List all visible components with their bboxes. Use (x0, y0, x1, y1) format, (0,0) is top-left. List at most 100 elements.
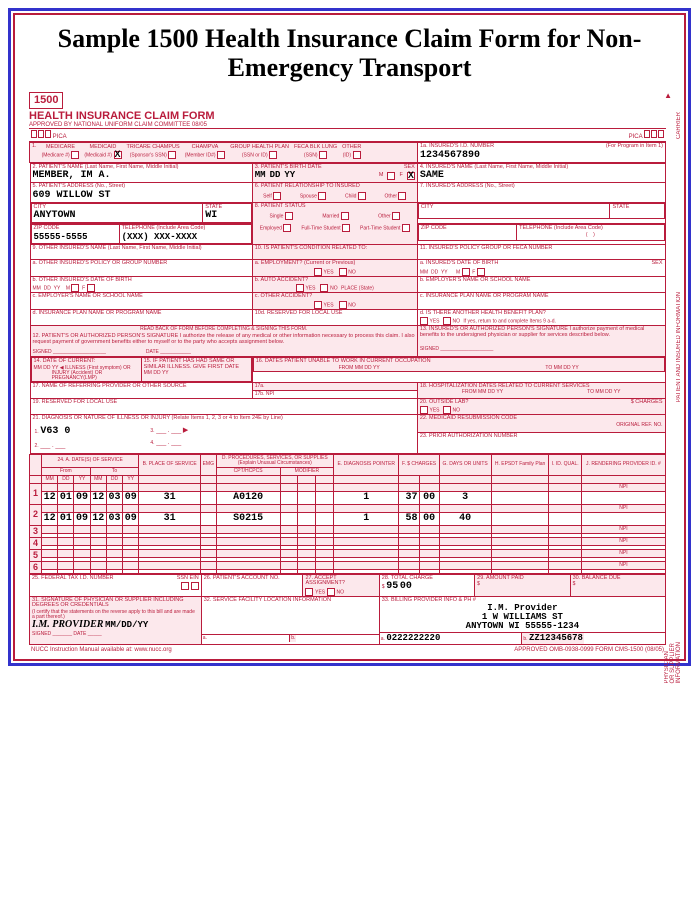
box19-label: 19. RESERVED FOR LOCAL USE (31, 399, 417, 407)
box11d-label: d. IS THERE ANOTHER HEALTH BENEFIT PLAN? (418, 310, 665, 318)
tricare-label: TRICARE CHAMPUS (127, 144, 180, 150)
feca-checkbox[interactable] (319, 151, 327, 159)
tricare-checkbox[interactable] (168, 151, 176, 159)
footer-left: NUCC Instruction Manual available at: ww… (31, 647, 172, 653)
group-sub: (SSN or ID) (242, 152, 268, 158)
assign-yes[interactable] (305, 588, 313, 596)
group-checkbox[interactable] (269, 151, 277, 159)
medicaid-checkbox[interactable] (114, 151, 122, 159)
sex-m-checkbox[interactable] (387, 172, 395, 180)
single-checkbox[interactable] (285, 212, 293, 220)
patient-city[interactable]: ANYTOWN (32, 211, 203, 222)
box25-label: 25. FEDERAL TAX I.D. NUMBER (32, 575, 114, 581)
footer-right: APPROVED OMB-0938-0999 FORM CMS-1500 (08… (514, 647, 664, 653)
ssn-checkbox[interactable] (181, 582, 189, 590)
rel-child-checkbox[interactable] (358, 192, 366, 200)
box9b-label: b. OTHER INSURED'S DATE OF BIRTH (31, 277, 252, 285)
employed-checkbox[interactable] (283, 224, 291, 232)
service-row[interactable] (30, 570, 666, 573)
box10-label: 10. IS PATIENT'S CONDITION RELATED TO: (253, 245, 417, 253)
oth-no[interactable] (339, 301, 347, 309)
sex-f-checkbox[interactable] (407, 172, 415, 180)
box6-label: 6. PATIENT RELATIONSHIP TO INSURED (253, 183, 417, 191)
dob-mm[interactable]: MM (255, 171, 266, 180)
col-g: G. DAYS OR UNITS (439, 454, 491, 475)
outer-border: Sample 1500 Health Insurance Claim Form … (8, 8, 691, 666)
box11a-label: a. INSURED'S DATE OF BIRTH (420, 260, 498, 266)
oi-sex-m[interactable] (71, 284, 79, 292)
ins-sex-f[interactable] (477, 268, 485, 276)
yes-label: YES (324, 269, 334, 275)
emp-yes[interactable] (314, 268, 322, 276)
champva-checkbox[interactable] (217, 151, 225, 159)
carrier-side-label: CARRIER (676, 112, 682, 139)
patient-street[interactable]: 609 WILLOW ST (31, 191, 252, 202)
ins-sex-m[interactable] (462, 268, 470, 276)
box33b-value[interactable]: ZZ12345678 (529, 633, 583, 643)
pica-right: PICA (629, 134, 643, 140)
insured-name-value[interactable]: SAME (418, 171, 665, 182)
insured-id-value[interactable]: 1234567890 (418, 151, 665, 162)
place-label: PLACE (State) (341, 286, 374, 292)
medicare-checkbox[interactable] (71, 151, 79, 159)
married-checkbox[interactable] (341, 212, 349, 220)
service-row[interactable]: 120109 120309 31 S0215 1 5800 40 (30, 512, 666, 525)
service-row-shade: 6NPI (30, 561, 666, 570)
dob-yy[interactable]: YY (284, 171, 295, 180)
box10d-label: 10d. RESERVED FOR LOCAL USE (253, 310, 417, 318)
diag1-code[interactable]: V63 0 (40, 426, 70, 437)
col-h: H. EPSDT Family Plan (491, 454, 549, 475)
box33a-value[interactable]: 0222222220 (386, 633, 440, 643)
service-row[interactable]: 120109 120309 31 A0120 1 3700 3 (30, 491, 666, 504)
provider-sig[interactable]: I.M. PROVIDER (32, 619, 103, 630)
box10a-label: a. EMPLOYMENT? (Current or Previous) (253, 260, 417, 268)
lab-yes[interactable] (420, 406, 428, 414)
another-no[interactable] (443, 317, 451, 325)
box29-label: 29. AMOUNT PAID (475, 575, 569, 583)
box1a-hint: (For Program in Item 1) (606, 144, 663, 150)
other-checkbox[interactable] (353, 151, 361, 159)
box10c-label: c. OTHER ACCIDENT? (253, 293, 417, 301)
assign-no[interactable] (327, 588, 335, 596)
col-f: F. $ CHARGES (399, 454, 439, 475)
oi-sex-f[interactable] (87, 284, 95, 292)
patient-name-value[interactable]: MEMBER, IM A. (31, 171, 252, 182)
box32b[interactable]: b. (290, 635, 296, 642)
inner-border: Sample 1500 Health Insurance Claim Form … (13, 13, 686, 661)
date-label: DATE (146, 349, 159, 355)
dob-dd[interactable]: DD (270, 171, 281, 180)
box9-label: 9. OTHER INSURED'S NAME (Last Name, Firs… (31, 245, 252, 253)
col-emg: EMG (201, 454, 217, 475)
pt-checkbox[interactable] (402, 224, 410, 232)
status-other-checkbox[interactable] (392, 212, 400, 220)
auto-no[interactable] (320, 284, 328, 292)
patient-zip[interactable]: 55555-5555 (32, 233, 119, 243)
orig-ref-label: ORIGINAL REF. NO. (418, 423, 665, 428)
box9d-label: d. INSURANCE PLAN NAME OR PROGRAM NAME (31, 310, 252, 318)
box1a-label: 1a. INSURED'S I.D. NUMBER (420, 143, 494, 149)
patient-state[interactable]: WI (203, 211, 250, 222)
total-d[interactable]: 95 (386, 581, 398, 592)
rel-spouse-checkbox[interactable] (318, 192, 326, 200)
total-c[interactable]: 00 (400, 581, 412, 592)
diag3-label: 3. (150, 428, 154, 434)
rel-other-checkbox[interactable] (398, 192, 406, 200)
auto-yes[interactable] (296, 284, 304, 292)
sig-date[interactable]: MM/DD/YY (105, 620, 148, 630)
lab-no[interactable] (443, 406, 451, 414)
box32a[interactable]: a. (202, 635, 291, 642)
ft-checkbox[interactable] (342, 224, 350, 232)
champva-label: CHAMPVA (192, 144, 219, 150)
emp-no[interactable] (339, 268, 347, 276)
box12-label: 12. PATIENT'S OR AUTHORIZED PERSON'S SIG… (31, 333, 417, 346)
ein-checkbox[interactable] (191, 582, 199, 590)
box30-label: 30. BALANCE DUE (571, 575, 665, 583)
rel-self-checkbox[interactable] (273, 192, 281, 200)
another-yes[interactable] (420, 317, 428, 325)
billing-addr2[interactable]: ANYTOWN WI 55555-1234 (382, 622, 663, 631)
status-married: Married (322, 214, 339, 220)
patient-phone[interactable]: (XXX) XXX-XXXX (120, 233, 251, 243)
oth-yes[interactable] (314, 301, 322, 309)
box26-label: 26. PATIENT'S ACCOUNT NO. (202, 575, 303, 583)
box4-label: 4. INSURED'S NAME (Last Name, First Name… (418, 164, 665, 172)
